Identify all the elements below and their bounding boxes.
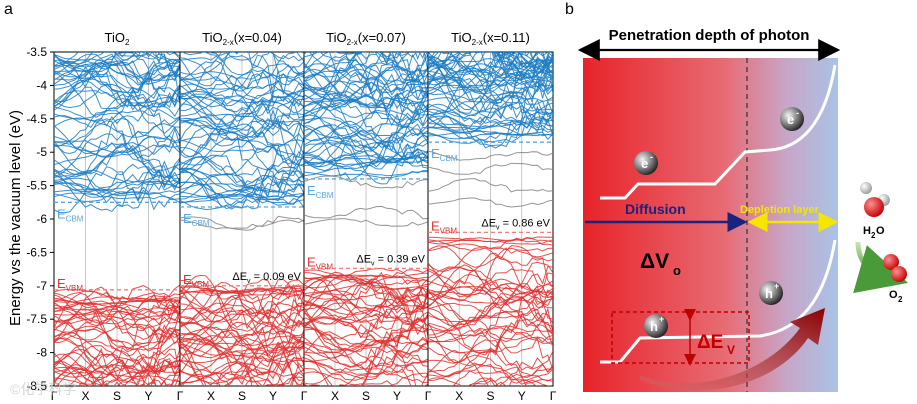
k-path-label: Y xyxy=(144,389,152,403)
hole-particle-2: h + xyxy=(759,281,783,305)
y-tick-label: -5.5 xyxy=(26,179,47,193)
svg-text:h: h xyxy=(765,286,773,301)
conduction-band-edge xyxy=(600,64,837,200)
cbm-label: ECBM xyxy=(431,146,458,163)
svg-text:ΔV: ΔV xyxy=(640,250,669,273)
penetration-header: Penetration depth of photon xyxy=(609,27,810,44)
y-tick-label: -8.5 xyxy=(26,379,47,393)
k-path-label: S xyxy=(113,389,121,403)
y-axis-label: Energy vs the vacuum level (eV) xyxy=(7,110,24,326)
panel-title: TiO2-x(x=0.11) xyxy=(451,30,530,47)
vbm-label: EVBM xyxy=(183,272,209,289)
delta-ev-value: ΔEv = 0.39 eV xyxy=(356,253,425,267)
svg-text:-: - xyxy=(650,152,653,162)
k-path-label: Y xyxy=(518,389,526,403)
svg-text:ΔE: ΔE xyxy=(697,332,723,353)
svg-text:V: V xyxy=(727,343,735,357)
cbm-label: ECBM xyxy=(307,183,334,200)
svg-text:O: O xyxy=(876,225,885,237)
oxygen-label: O 2 xyxy=(889,289,903,304)
hole-transfer-arrow xyxy=(640,308,825,391)
band-panel xyxy=(303,51,429,387)
vbm-label: EVBM xyxy=(57,276,83,293)
panel-label-b: b xyxy=(565,1,574,18)
svg-text:2: 2 xyxy=(871,231,876,240)
y-tick-label: -6 xyxy=(36,212,47,226)
svg-text:+: + xyxy=(659,314,664,324)
y-tick-label: -4.5 xyxy=(26,112,47,126)
svg-text:2: 2 xyxy=(898,295,903,304)
water-label: H 2 O xyxy=(863,225,885,240)
panel-title: TiO2-x(x=0.04) xyxy=(202,30,282,47)
k-path-label: Γ xyxy=(550,389,557,403)
k-path-label: X xyxy=(81,389,89,403)
y-tick-label: -8 xyxy=(36,346,47,360)
svg-text:h: h xyxy=(650,319,658,334)
k-path-label: S xyxy=(238,389,246,403)
diagram-panel: Penetration depth of photon e - e - h + … xyxy=(577,27,909,392)
electron-particle-1: e - xyxy=(634,151,658,175)
svg-text:e: e xyxy=(641,156,648,171)
k-path-label: X xyxy=(207,389,215,403)
svg-text:H: H xyxy=(863,225,871,237)
water-molecule xyxy=(860,182,890,217)
depletion-label: Depletion layer xyxy=(740,204,820,216)
panel-label-a: a xyxy=(4,1,13,18)
band-panel xyxy=(179,51,305,387)
panel-title: TiO2-x(x=0.07) xyxy=(326,30,406,47)
k-path-label: X xyxy=(455,389,463,403)
vbm-label: EVBM xyxy=(307,254,333,271)
k-path-label: Y xyxy=(269,389,277,403)
reaction-arrow xyxy=(853,241,909,294)
band-panel xyxy=(53,51,181,387)
k-path-label: S xyxy=(486,389,494,403)
k-path-label: Γ xyxy=(301,389,308,403)
y-tick-label: -3.5 xyxy=(26,45,47,59)
k-path-label: Γ xyxy=(177,389,184,403)
k-path-label: S xyxy=(362,389,370,403)
delta-vo-label: ΔV o xyxy=(640,250,681,278)
band-structure-plot xyxy=(53,51,554,387)
k-path-label: Γ xyxy=(51,389,58,403)
watermark: ©化学科学 xyxy=(10,381,76,397)
svg-text:O: O xyxy=(889,289,898,301)
band-edge-labels: ECBM EVBM ECBM EVBM ΔEv = 0.09 eV ECBM EVBM ΔEv… xyxy=(57,146,551,293)
y-tick-label: -4 xyxy=(36,78,47,92)
svg-text:+: + xyxy=(774,281,779,291)
cbm-label: ECBM xyxy=(183,211,210,228)
k-path-label: X xyxy=(331,389,339,403)
y-axis-ticks: -3.5 -4 -4.5 -5 -5.5 -6 -6.5 -7 -7.5 -8 -8.5 xyxy=(26,45,54,393)
svg-text:o: o xyxy=(673,263,681,278)
delta-ev-label: ΔE V xyxy=(697,332,735,357)
k-path-label: Y xyxy=(393,389,401,403)
y-tick-label: -7.5 xyxy=(26,312,47,326)
svg-text:e: e xyxy=(787,112,794,127)
delta-ev-bracket xyxy=(611,311,750,364)
y-tick-label: -7 xyxy=(36,279,47,293)
y-tick-label: -6.5 xyxy=(26,245,47,259)
panel-titles: TiO2 TiO2-x(x=0.04) TiO2-x(x=0.07) TiO2-x(x… xyxy=(105,30,530,47)
electron-particle-2: e - xyxy=(780,107,804,131)
panel-title: TiO2 xyxy=(105,30,130,47)
cbm-label: ECBM xyxy=(57,206,84,223)
vbm-label: EVBM xyxy=(431,218,457,235)
band-panel xyxy=(427,51,554,387)
delta-ev-value: ΔEv = 0.86 eV xyxy=(481,217,550,231)
k-path-label: Γ xyxy=(425,389,432,403)
delta-ev-value: ΔEv = 0.09 eV xyxy=(232,271,301,285)
diffusion-label: Diffusion xyxy=(625,201,686,217)
oxygen-molecule xyxy=(883,254,907,282)
hole-particle-1: h + xyxy=(644,314,668,338)
y-tick-label: -5 xyxy=(36,145,47,159)
svg-text:-: - xyxy=(796,108,799,118)
